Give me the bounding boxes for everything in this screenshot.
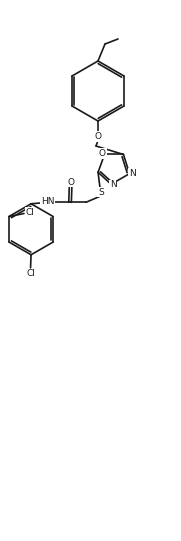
Text: O: O bbox=[67, 178, 74, 187]
Text: N: N bbox=[129, 169, 135, 178]
Text: N: N bbox=[110, 180, 117, 189]
Text: S: S bbox=[98, 188, 104, 197]
Text: O: O bbox=[94, 132, 102, 141]
Text: Cl: Cl bbox=[26, 208, 34, 217]
Text: O: O bbox=[99, 149, 106, 158]
Text: Cl: Cl bbox=[26, 269, 35, 278]
Text: HN: HN bbox=[41, 197, 54, 206]
